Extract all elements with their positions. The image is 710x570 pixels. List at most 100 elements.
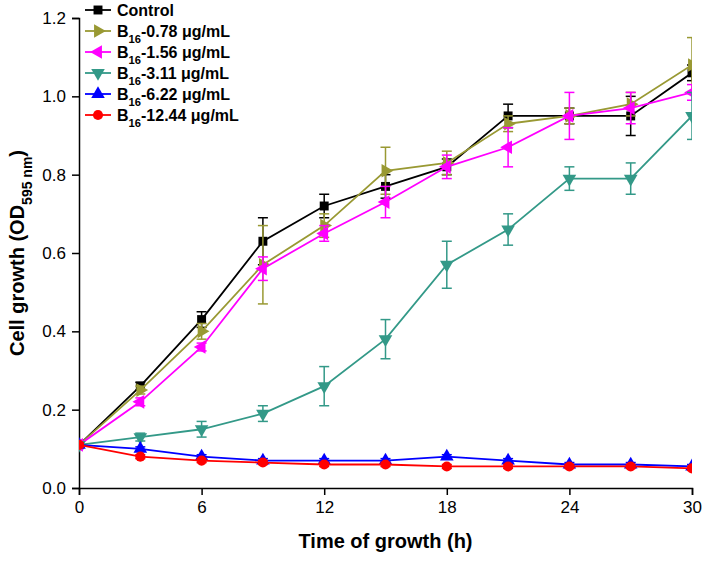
legend-item: B16-1.56 μg/mL bbox=[85, 44, 230, 66]
line bbox=[79, 116, 692, 445]
tick-mark bbox=[324, 488, 326, 495]
marker bbox=[380, 459, 390, 469]
error-bar-cap bbox=[197, 311, 207, 313]
error-bar-cap bbox=[626, 92, 636, 94]
error-bar-cap bbox=[687, 84, 692, 86]
legend-label: B16-6.22 μg/mL bbox=[117, 86, 230, 108]
error-bar-cap bbox=[381, 358, 391, 360]
marker bbox=[194, 340, 206, 354]
error-bar-cap bbox=[503, 115, 513, 117]
tick: 12 bbox=[315, 488, 334, 517]
error-bar-cap bbox=[503, 127, 513, 129]
marker bbox=[132, 395, 144, 409]
error-bar-cap bbox=[687, 37, 692, 39]
legend-item: B16-0.78 μg/mL bbox=[85, 23, 230, 45]
tick: 0 bbox=[75, 488, 84, 517]
marker bbox=[440, 261, 454, 273]
y-axis: 0.00.20.40.60.81.01.2 bbox=[42, 9, 79, 498]
error-bar-cap bbox=[258, 280, 268, 282]
series bbox=[79, 38, 692, 452]
marker bbox=[79, 440, 84, 450]
tick: 0.8 bbox=[42, 166, 79, 185]
x-axis-title: Time of growth (h) bbox=[298, 530, 472, 552]
marker bbox=[562, 109, 574, 123]
legend-marker bbox=[93, 110, 103, 120]
error-bar-cap bbox=[197, 421, 207, 423]
tick-mark bbox=[72, 18, 79, 20]
marker bbox=[320, 202, 329, 211]
tick-label: 0.2 bbox=[42, 401, 66, 420]
plot-area bbox=[79, 38, 692, 474]
tick-label: 0.0 bbox=[42, 479, 66, 498]
error-bar-cap bbox=[442, 288, 452, 290]
error-bar-cap bbox=[381, 147, 391, 149]
tick-mark bbox=[72, 331, 79, 333]
error-bar-cap bbox=[258, 217, 268, 219]
tick: 0.2 bbox=[42, 401, 79, 420]
series bbox=[79, 65, 692, 449]
marker bbox=[501, 226, 515, 238]
error-bar-cap bbox=[381, 186, 391, 188]
tick: 1.2 bbox=[42, 9, 79, 28]
y-axis-title: Cell growth (OD595 nm) bbox=[6, 150, 35, 356]
tick-label: 0.6 bbox=[42, 244, 66, 263]
series bbox=[79, 92, 692, 452]
marker bbox=[255, 262, 267, 276]
error-bar-cap bbox=[626, 135, 636, 137]
error-bar-cap bbox=[319, 225, 329, 227]
marker bbox=[379, 335, 393, 347]
marker bbox=[440, 449, 454, 461]
legend-item: B16-3.11 μg/mL bbox=[85, 65, 229, 87]
axis-line bbox=[72, 19, 80, 489]
marker bbox=[136, 383, 148, 397]
marker bbox=[688, 58, 692, 72]
tick-label: 24 bbox=[560, 498, 579, 517]
tick-mark bbox=[72, 409, 79, 411]
error-bar-cap bbox=[258, 225, 268, 227]
legend-label: B16-12.44 μg/mL bbox=[117, 107, 239, 129]
tick-label: 1.0 bbox=[42, 87, 66, 106]
marker bbox=[504, 117, 516, 131]
marker bbox=[623, 101, 635, 115]
legend-marker bbox=[94, 6, 103, 15]
tick-label: 30 bbox=[683, 498, 702, 517]
tick-label: 1.2 bbox=[42, 9, 66, 28]
series bbox=[79, 437, 692, 470]
tick: 0.0 bbox=[42, 479, 79, 498]
marker bbox=[316, 227, 328, 241]
error-bar-cap bbox=[197, 323, 207, 325]
legend-marker bbox=[91, 86, 105, 98]
error-bar-cap bbox=[503, 127, 513, 129]
error-bar-cap bbox=[442, 150, 452, 152]
tick-label: 18 bbox=[438, 498, 457, 517]
error-bar-cap bbox=[258, 256, 268, 258]
legend-marker bbox=[90, 45, 102, 59]
error-bar-cap bbox=[442, 241, 452, 243]
error-bar-cap bbox=[626, 162, 636, 164]
tick: 0.6 bbox=[42, 244, 79, 263]
axis-line bbox=[80, 489, 693, 496]
marker bbox=[564, 461, 574, 471]
legend-item: B16-6.22 μg/mL bbox=[85, 86, 230, 108]
marker bbox=[439, 160, 451, 174]
error-bar-cap bbox=[442, 178, 452, 180]
tick-mark bbox=[201, 488, 203, 495]
error-bar bbox=[319, 194, 329, 218]
error-bar-cap bbox=[381, 319, 391, 321]
error-bar-cap bbox=[626, 123, 636, 125]
error-bar-cap bbox=[503, 244, 513, 246]
marker bbox=[319, 459, 329, 469]
error-bar-cap bbox=[197, 338, 207, 340]
marker bbox=[197, 315, 206, 324]
error-bar-cap bbox=[258, 303, 268, 305]
error-bar-cap bbox=[258, 405, 268, 407]
legend: ControlB16-0.78 μg/mLB16-1.56 μg/mLB16-3… bbox=[85, 2, 239, 129]
marker bbox=[197, 456, 207, 466]
tick-mark bbox=[72, 174, 79, 176]
line bbox=[79, 65, 692, 445]
marker bbox=[624, 175, 638, 187]
tick: 30 bbox=[683, 488, 702, 517]
marker bbox=[382, 164, 394, 178]
marker bbox=[258, 457, 268, 467]
tick-label: 0 bbox=[75, 498, 84, 517]
